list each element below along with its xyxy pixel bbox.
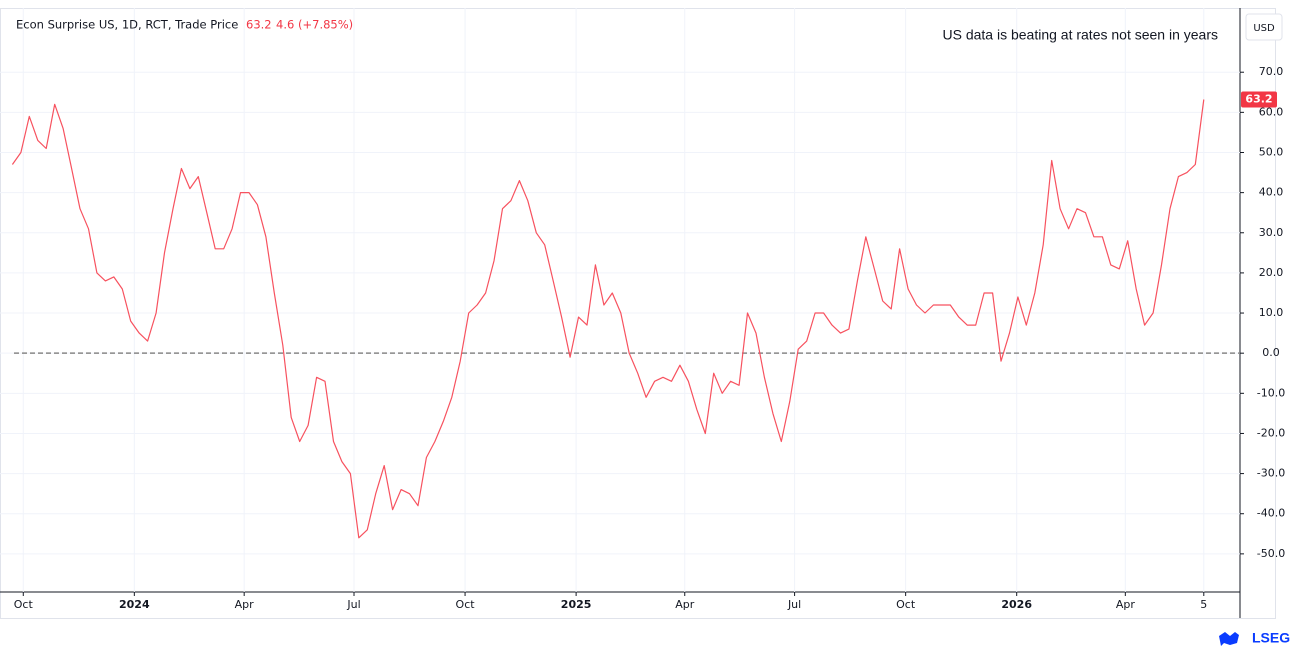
x-tick-label: 2024 [119, 598, 150, 611]
annotation: US data is beating at rates not seen in … [943, 27, 1219, 43]
last-price-tag [1241, 91, 1277, 108]
x-tick-label: 2025 [561, 598, 592, 611]
labels: 70.0 60.0 50.0 40.0 30.0 20.0 10.0 0.0 -10.0 -20.… [14, 65, 1285, 611]
y-tick-label: -30.0 [1257, 467, 1285, 480]
x-tick-label: Oct [14, 598, 34, 611]
y-tick-label: 20.0 [1259, 266, 1284, 279]
x-tick-label: 2026 [1001, 598, 1032, 611]
x-tick-label: Apr [235, 598, 255, 611]
chart-title: Econ Surprise US, 1D, RCT, Trade Price [16, 18, 238, 32]
currency-label: USD [1253, 23, 1275, 34]
line [11, 99, 1205, 539]
last-value: 63.2 [246, 18, 272, 32]
y-tick-label: -40.0 [1257, 507, 1285, 520]
marks [11, 99, 1240, 539]
x-tick-label: Oct [456, 598, 476, 611]
currency-box [1245, 13, 1283, 41]
y-tick-label: 40.0 [1259, 186, 1284, 199]
y-tick-label: -50.0 [1257, 547, 1285, 560]
logo-text: LSEG [1252, 630, 1290, 646]
y-tick-label: 60.0 [1259, 105, 1284, 118]
logo-icon [1219, 632, 1239, 646]
last-price-label: 63.2 [1245, 93, 1272, 106]
y-tick-label: 0.0 [1262, 346, 1280, 359]
change-percent: (+7.85%) [298, 18, 353, 32]
y-tick-label: -20.0 [1257, 426, 1285, 439]
logo: LSEG [1219, 630, 1290, 646]
x-tick-label: Jul [787, 598, 801, 611]
grid [0, 8, 1240, 592]
change: 4.6 [276, 18, 294, 32]
x-tick-label: 5 [1200, 598, 1207, 611]
y-tick-label: 10.0 [1259, 306, 1284, 319]
x-tick-label: Apr [675, 598, 695, 611]
x-tick-label: Apr [1116, 598, 1136, 611]
y-tick-label: -10.0 [1257, 386, 1285, 399]
y-tick-label: 50.0 [1259, 145, 1284, 158]
x-tick-label: Oct [896, 598, 916, 611]
x-tick-label: Jul [346, 598, 360, 611]
y-tick-label: 30.0 [1259, 226, 1284, 239]
y-tick-label: 70.0 [1259, 65, 1284, 78]
